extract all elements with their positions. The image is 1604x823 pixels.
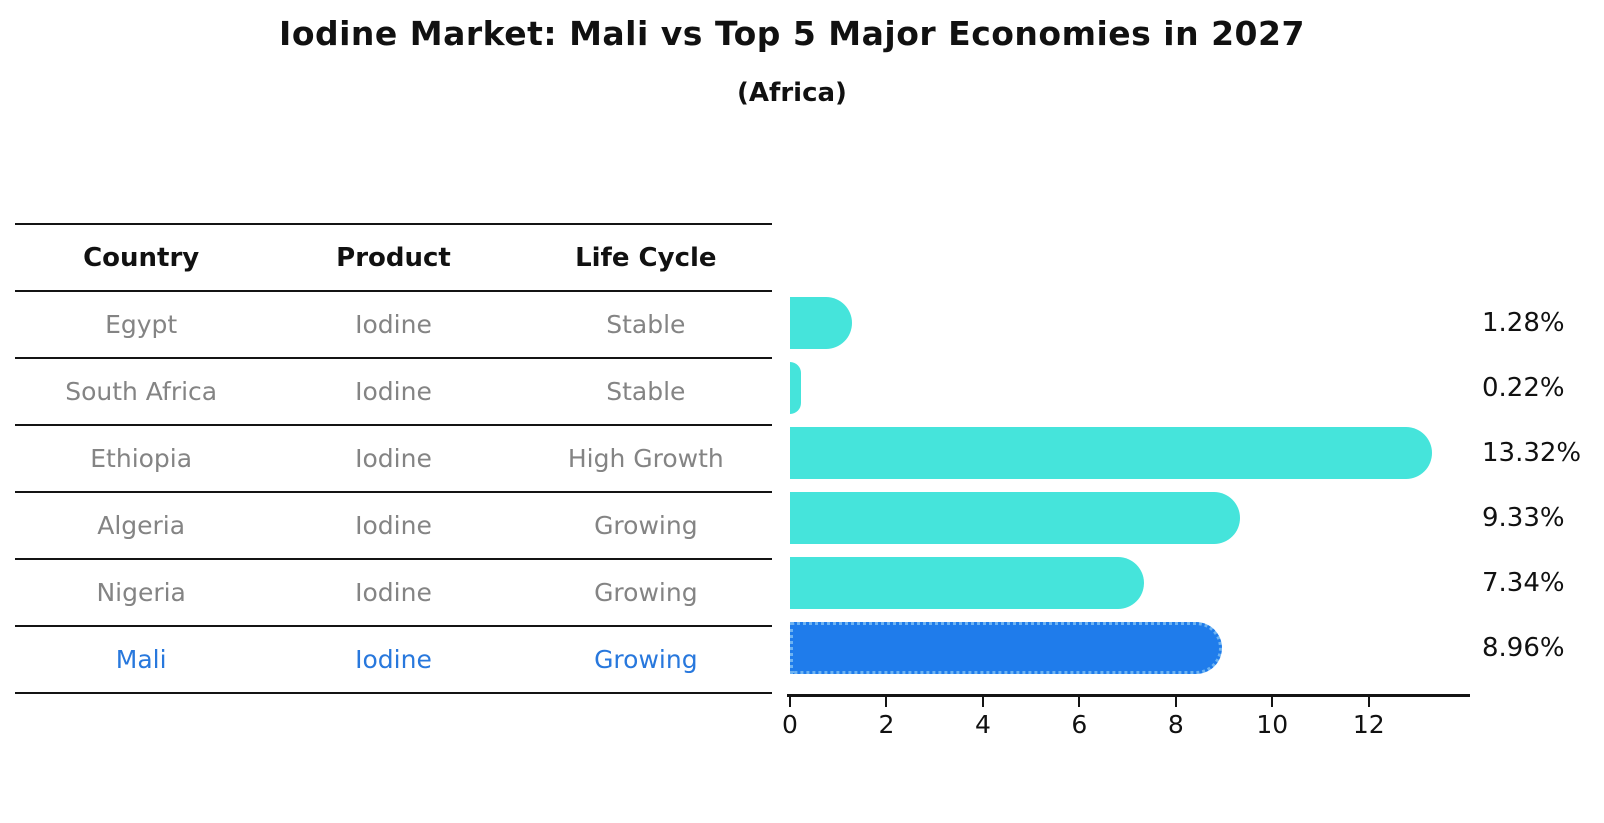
table-cell-country: Algeria: [97, 511, 186, 540]
table-cell-life-cycle: Stable: [606, 310, 686, 339]
x-axis-tick-label: 4: [974, 710, 991, 739]
table-row: Mali Iodine Growing: [15, 627, 772, 694]
table-row: Nigeria Iodine Growing: [15, 560, 772, 627]
x-axis-tick: [981, 697, 984, 707]
x-axis-tick: [885, 697, 888, 707]
x-axis-line: [787, 694, 1470, 697]
bar-egypt: [790, 296, 852, 349]
table-cell-country: Mali: [115, 645, 167, 674]
value-label-ethiopia: 13.32%: [1482, 437, 1582, 468]
table-cell-product: Iodine: [355, 310, 432, 339]
value-label-egypt: 1.28%: [1482, 307, 1565, 338]
table-row: Ethiopia Iodine High Growth: [15, 426, 772, 493]
table-cell-country: South Africa: [65, 377, 218, 406]
bar-nigeria: [790, 556, 1144, 609]
table-cell-life-cycle: Growing: [594, 645, 698, 674]
table-cell-product: Iodine: [355, 444, 432, 473]
country-table: Country Product Life Cycle Egypt Iodine Stabl…: [15, 223, 772, 694]
value-label-nigeria: 7.34%: [1482, 567, 1565, 598]
x-axis-tick: [789, 697, 791, 707]
table-cell-country: Egypt: [105, 310, 178, 339]
table-cell-country: Ethiopia: [90, 444, 193, 473]
value-label-mali: 8.96%: [1482, 632, 1565, 663]
table-cell-product: Iodine: [355, 645, 432, 674]
table-cell-country: Nigeria: [96, 578, 186, 607]
column-header-product: Product: [336, 242, 451, 273]
value-label-algeria: 9.33%: [1482, 502, 1565, 533]
table-row: Egypt Iodine Stable: [15, 292, 772, 359]
bar-mali: [790, 621, 1223, 674]
x-axis-tick-label: 2: [878, 710, 895, 739]
x-axis-tick: [1367, 697, 1370, 707]
x-axis-tick: [1174, 697, 1177, 707]
table-cell-product: Iodine: [355, 578, 432, 607]
x-axis-tick-label: 10: [1256, 710, 1289, 739]
x-axis-tick-label: 6: [1071, 710, 1088, 739]
table-cell-life-cycle: Stable: [606, 377, 686, 406]
x-axis-tick-label: 8: [1167, 710, 1184, 739]
table-cell-life-cycle: High Growth: [567, 444, 724, 473]
x-axis-tick-label: 12: [1352, 710, 1385, 739]
table-cell-product: Iodine: [355, 377, 432, 406]
x-axis-tick: [1078, 697, 1081, 707]
bar-ethiopia: [790, 426, 1433, 479]
column-header-country: Country: [83, 242, 200, 273]
chart-title: Iodine Market: Mali vs Top 5 Major Econo…: [279, 14, 1305, 53]
table-cell-life-cycle: Growing: [594, 578, 698, 607]
x-axis-tick-label: 0: [782, 710, 798, 739]
chart-subtitle: (Africa): [737, 78, 847, 108]
bar-algeria: [790, 491, 1240, 544]
table-header-row: Country Product Life Cycle: [15, 223, 772, 292]
value-label-south-africa: 0.22%: [1482, 372, 1565, 403]
table-row: Algeria Iodine Growing: [15, 493, 772, 560]
table-cell-life-cycle: Growing: [594, 511, 698, 540]
x-axis-tick: [1271, 697, 1274, 707]
table-row: South Africa Iodine Stable: [15, 359, 772, 426]
column-header-life-cycle: Life Cycle: [575, 242, 717, 273]
bar-south-africa: [790, 361, 801, 414]
table-cell-product: Iodine: [355, 511, 432, 540]
